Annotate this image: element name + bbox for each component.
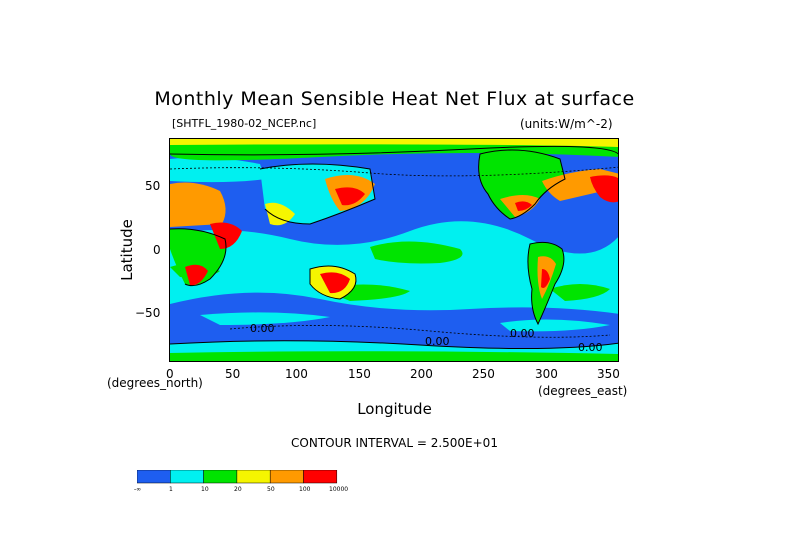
southern-cyan-streak-2 (500, 319, 610, 332)
colorbar-label-7: 10000 (329, 486, 349, 493)
y-tick-minus50: −50 (135, 306, 161, 320)
negative-contour-lines (170, 166, 618, 338)
colorbar-swatch-2 (170, 469, 204, 484)
x-axis-units: (degrees_east) (538, 384, 628, 398)
map-plot-area: 0.00 0.00 0.00 0.00 (169, 138, 619, 362)
antarctica-green (170, 351, 618, 361)
colorbar-swatch-5 (269, 469, 304, 484)
southern-cyan-streak (200, 312, 330, 325)
colorbar-label-4: 20 (234, 486, 242, 493)
x-tick-250: 250 (472, 367, 495, 381)
colorbar-label-1: -∞ (134, 486, 142, 493)
south-atlantic-green-patch (550, 284, 610, 301)
colorbar-label-6: 100 (299, 486, 311, 493)
colorbar-swatch-6 (303, 469, 338, 484)
x-tick-100: 100 (285, 367, 308, 381)
y-tick-50: 50 (145, 179, 161, 193)
colorbar: -∞ 1 10 20 50 100 10000 (134, 469, 357, 504)
australia-red (320, 272, 350, 294)
contour-label-2: 0.00 (425, 335, 450, 348)
contour-lines (170, 145, 618, 350)
x-tick-0: 0 (166, 367, 174, 381)
units-text: (units:W/m^-2) (520, 117, 613, 131)
map-field (170, 139, 618, 361)
contour-label-4: 0.00 (578, 341, 603, 354)
colorbar-swatch-3 (203, 469, 238, 484)
arctic-yellow (170, 139, 618, 147)
colorbar-swatch-1 (136, 469, 171, 484)
colorbar-swatches (136, 469, 338, 484)
x-tick-50: 50 (225, 367, 241, 381)
units-label: (units:W/m^-2) (520, 117, 613, 131)
y-axis-label: Latitude (117, 219, 136, 281)
east-africa-red (210, 222, 242, 249)
north-africa-orange (170, 182, 226, 227)
north-america-red (515, 201, 532, 211)
contour-label-1: 0.00 (250, 322, 275, 335)
map-title: Monthly Mean Sensible Heat Net Flux at s… (154, 88, 635, 110)
source-file-label: [SHTFL_1980-02_NCEP.nc] (172, 117, 317, 130)
x-tick-350: 350 (597, 367, 620, 381)
x-axis-label: Longitude (357, 400, 432, 418)
colorbar-label-5: 50 (267, 486, 275, 493)
contour-label-3: 0.00 (510, 327, 535, 340)
colorbar-label-3: 10 (201, 486, 209, 493)
north-america (478, 150, 565, 219)
south-america-red (541, 269, 550, 288)
y-axis-units: (degrees_north) (107, 376, 203, 390)
x-tick-200: 200 (410, 367, 433, 381)
south-africa-red (185, 264, 208, 286)
colorbar-swatch-4 (236, 469, 271, 484)
contour-interval-label: CONTOUR INTERVAL = 2.500E+01 (291, 436, 498, 450)
africa-green (170, 228, 226, 286)
kuroshio-red (335, 187, 365, 206)
x-tick-150: 150 (348, 367, 371, 381)
y-tick-0: 0 (153, 243, 161, 257)
x-tick-300: 300 (535, 367, 558, 381)
colorbar-label-2: 1 (169, 486, 173, 493)
eurasia-cyan (170, 157, 265, 183)
pacific-green-patch (370, 241, 463, 264)
india-yellow (265, 202, 295, 226)
tropical-cyan-band (170, 221, 618, 314)
gulf-stream-red (590, 175, 618, 203)
